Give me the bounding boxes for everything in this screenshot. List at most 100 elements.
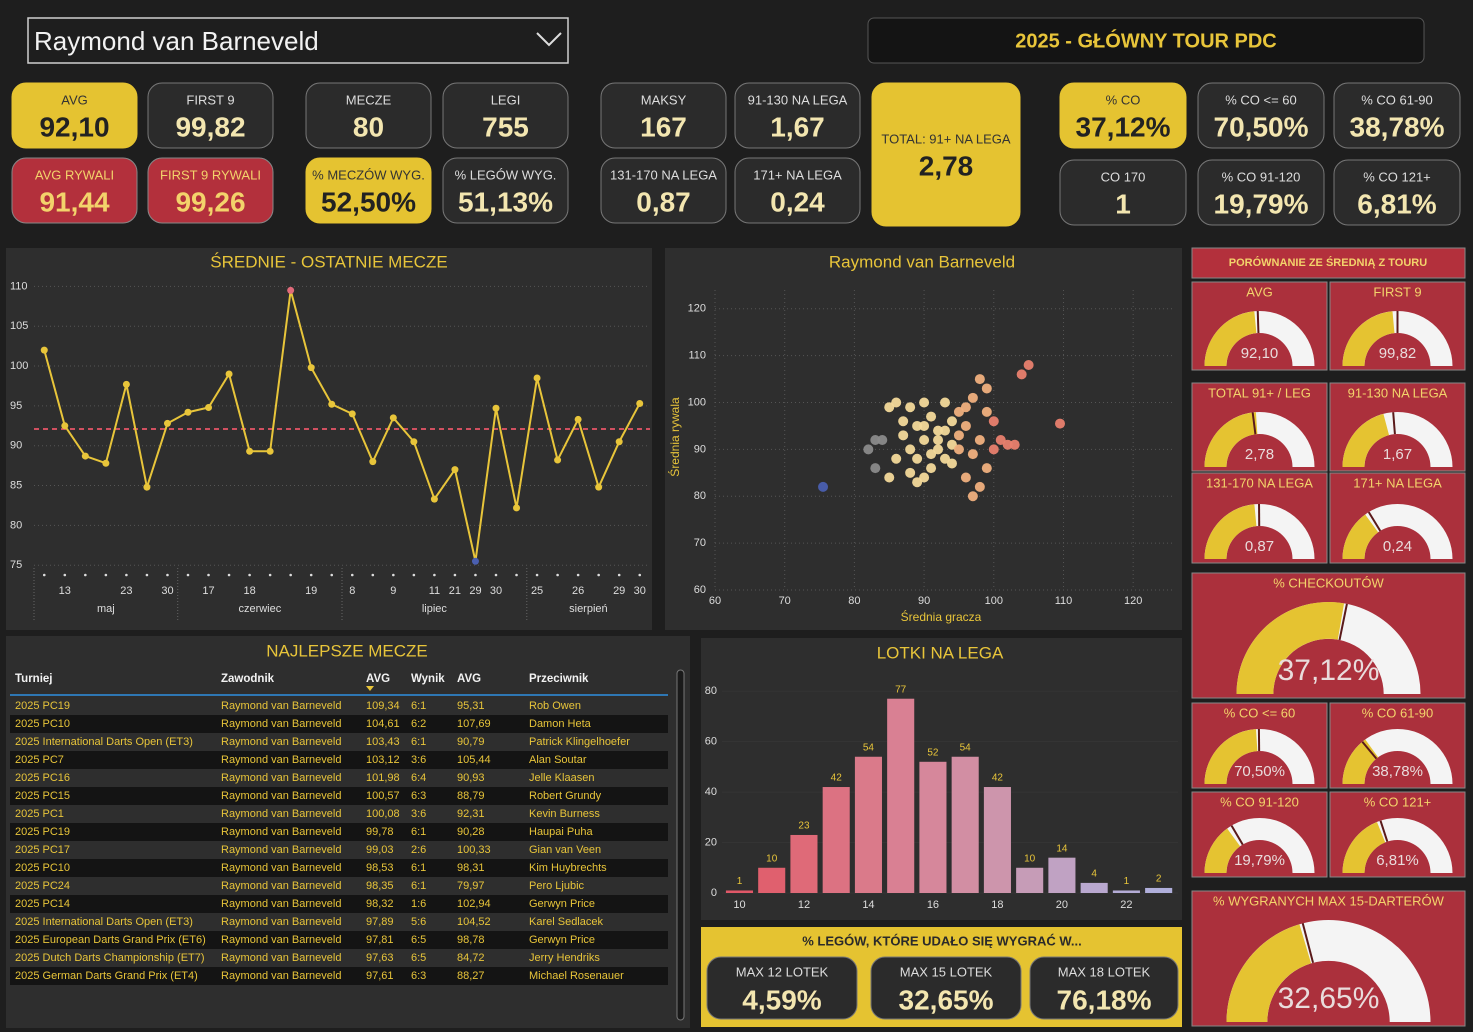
table-cell: 2025 PC24: [15, 880, 70, 892]
table-cell: Raymond van Barneveld: [221, 934, 341, 946]
gauge-fill: [1204, 311, 1257, 366]
table-cell: Raymond van Barneveld: [221, 844, 341, 856]
y-tick-label: 90: [694, 443, 706, 455]
gauge-label: 131-170 NA LEGA: [1206, 475, 1313, 490]
gauges-title: PORÓWNANIE ZE ŚREDNIĄ Z TOURU: [1229, 256, 1427, 269]
y-tick-label: 80: [694, 490, 706, 502]
kpi-value: 0,87: [636, 186, 691, 217]
point: [933, 425, 944, 436]
point: [471, 557, 479, 565]
bar-value-label: 4: [1091, 869, 1097, 880]
point: [61, 422, 69, 430]
table-cell: Rob Owen: [529, 700, 581, 712]
bar: [1048, 857, 1076, 893]
point: [884, 402, 895, 413]
point: [1009, 439, 1020, 450]
bar: [758, 867, 786, 893]
column-header: AVG: [457, 673, 481, 685]
point: [967, 449, 978, 460]
sort-indicator[interactable]: [366, 686, 374, 691]
gauge-label: % CO <= 60: [1224, 705, 1296, 720]
gauge-target: [1338, 603, 1348, 641]
y-tick-label: 0: [711, 887, 717, 899]
table-cell: Raymond van Barneveld: [221, 772, 341, 784]
table-row: [10, 751, 668, 769]
table-cell: 100,57: [366, 790, 400, 802]
point: [246, 447, 254, 455]
table-cell: 3:6: [411, 754, 426, 766]
axis-dot: [125, 573, 128, 577]
point: [328, 400, 336, 408]
table-cell: 2025 European Darts Grand Prix (ET6): [15, 934, 206, 946]
x-tick-label: 29: [469, 585, 481, 597]
table-cell: 2025 PC10: [15, 718, 70, 730]
point: [1055, 418, 1065, 429]
x-tick-label: 100: [985, 595, 1003, 607]
bar-value-label: 54: [863, 742, 875, 753]
kpi-label: % MECZÓW WYG.: [312, 167, 425, 182]
gauge-fill: [1204, 504, 1257, 559]
table-cell: 105,44: [457, 754, 491, 766]
kpi-value: 6,81%: [1357, 188, 1436, 219]
bar-value-label: 10: [766, 853, 778, 864]
y-tick-label: 95: [10, 400, 22, 412]
kpi-card: [1197, 82, 1325, 149]
gauge-target: [1301, 923, 1315, 964]
legs-won-value: 32,65%: [899, 984, 994, 1015]
gauge-value: 92,10: [1241, 345, 1279, 362]
scrollbar[interactable]: [676, 669, 685, 1021]
gauge-label: 91-130 NA LEGA: [1348, 385, 1448, 400]
gauge-fill: [1204, 828, 1241, 873]
dropdown-chevron[interactable]: [536, 32, 562, 47]
kpi-value: 2,78: [919, 150, 974, 181]
point: [933, 435, 944, 445]
point: [912, 420, 923, 431]
kpi-value: 99,82: [175, 111, 245, 142]
table-cell: 5:6: [411, 916, 426, 928]
point: [225, 370, 233, 378]
table-row: [10, 823, 668, 841]
x-tick-label: 23: [120, 585, 132, 597]
column-header: AVG: [366, 673, 390, 685]
table-cell: 2025 PC7: [15, 754, 64, 766]
title-box: [867, 17, 1425, 64]
table-cell: Haupai Puha: [529, 826, 593, 838]
x-tick-label: 30: [490, 585, 502, 597]
axis-dot: [392, 573, 395, 577]
axis-dot: [166, 573, 169, 577]
point: [574, 415, 582, 423]
x-tick-label: 19: [305, 585, 317, 597]
y-tick-label: 120: [688, 303, 706, 315]
gauge-fill: [1342, 311, 1395, 366]
table-cell: Raymond van Barneveld: [221, 808, 341, 820]
gauge-value: 0,24: [1383, 538, 1412, 555]
axis-dot: [453, 573, 457, 577]
kpi-card: [305, 82, 432, 149]
axis-dot: [412, 573, 416, 577]
table-row: [10, 769, 668, 787]
point: [898, 416, 909, 427]
gauge-label: FIRST 9: [1373, 284, 1421, 299]
x-tick-label: 16: [927, 899, 939, 911]
table-cell: 90,79: [457, 736, 485, 748]
point: [410, 438, 418, 446]
gauge-fill: [1226, 924, 1312, 1022]
axis-dot: [350, 573, 354, 577]
legs-won-card: [1029, 956, 1179, 1020]
axis-dot: [104, 573, 108, 577]
table-cell: 90,93: [457, 772, 485, 784]
gauge-value: 70,50%: [1234, 763, 1285, 780]
kpi-card: [600, 82, 727, 149]
table-cell: 6:1: [411, 826, 426, 838]
legs-won-value: 4,59%: [742, 984, 821, 1015]
kpi-value: 19,79%: [1214, 188, 1309, 219]
kpi-value: 1,67: [770, 111, 825, 142]
gauge-fill: [1342, 514, 1379, 559]
player-dropdown[interactable]: [27, 17, 569, 64]
point: [898, 430, 909, 441]
x-tick-label: 110: [1055, 595, 1073, 607]
gauge-value: 2,78: [1245, 446, 1274, 463]
table-row: [10, 949, 668, 967]
y-tick-label: 85: [10, 479, 22, 491]
point: [102, 459, 110, 467]
